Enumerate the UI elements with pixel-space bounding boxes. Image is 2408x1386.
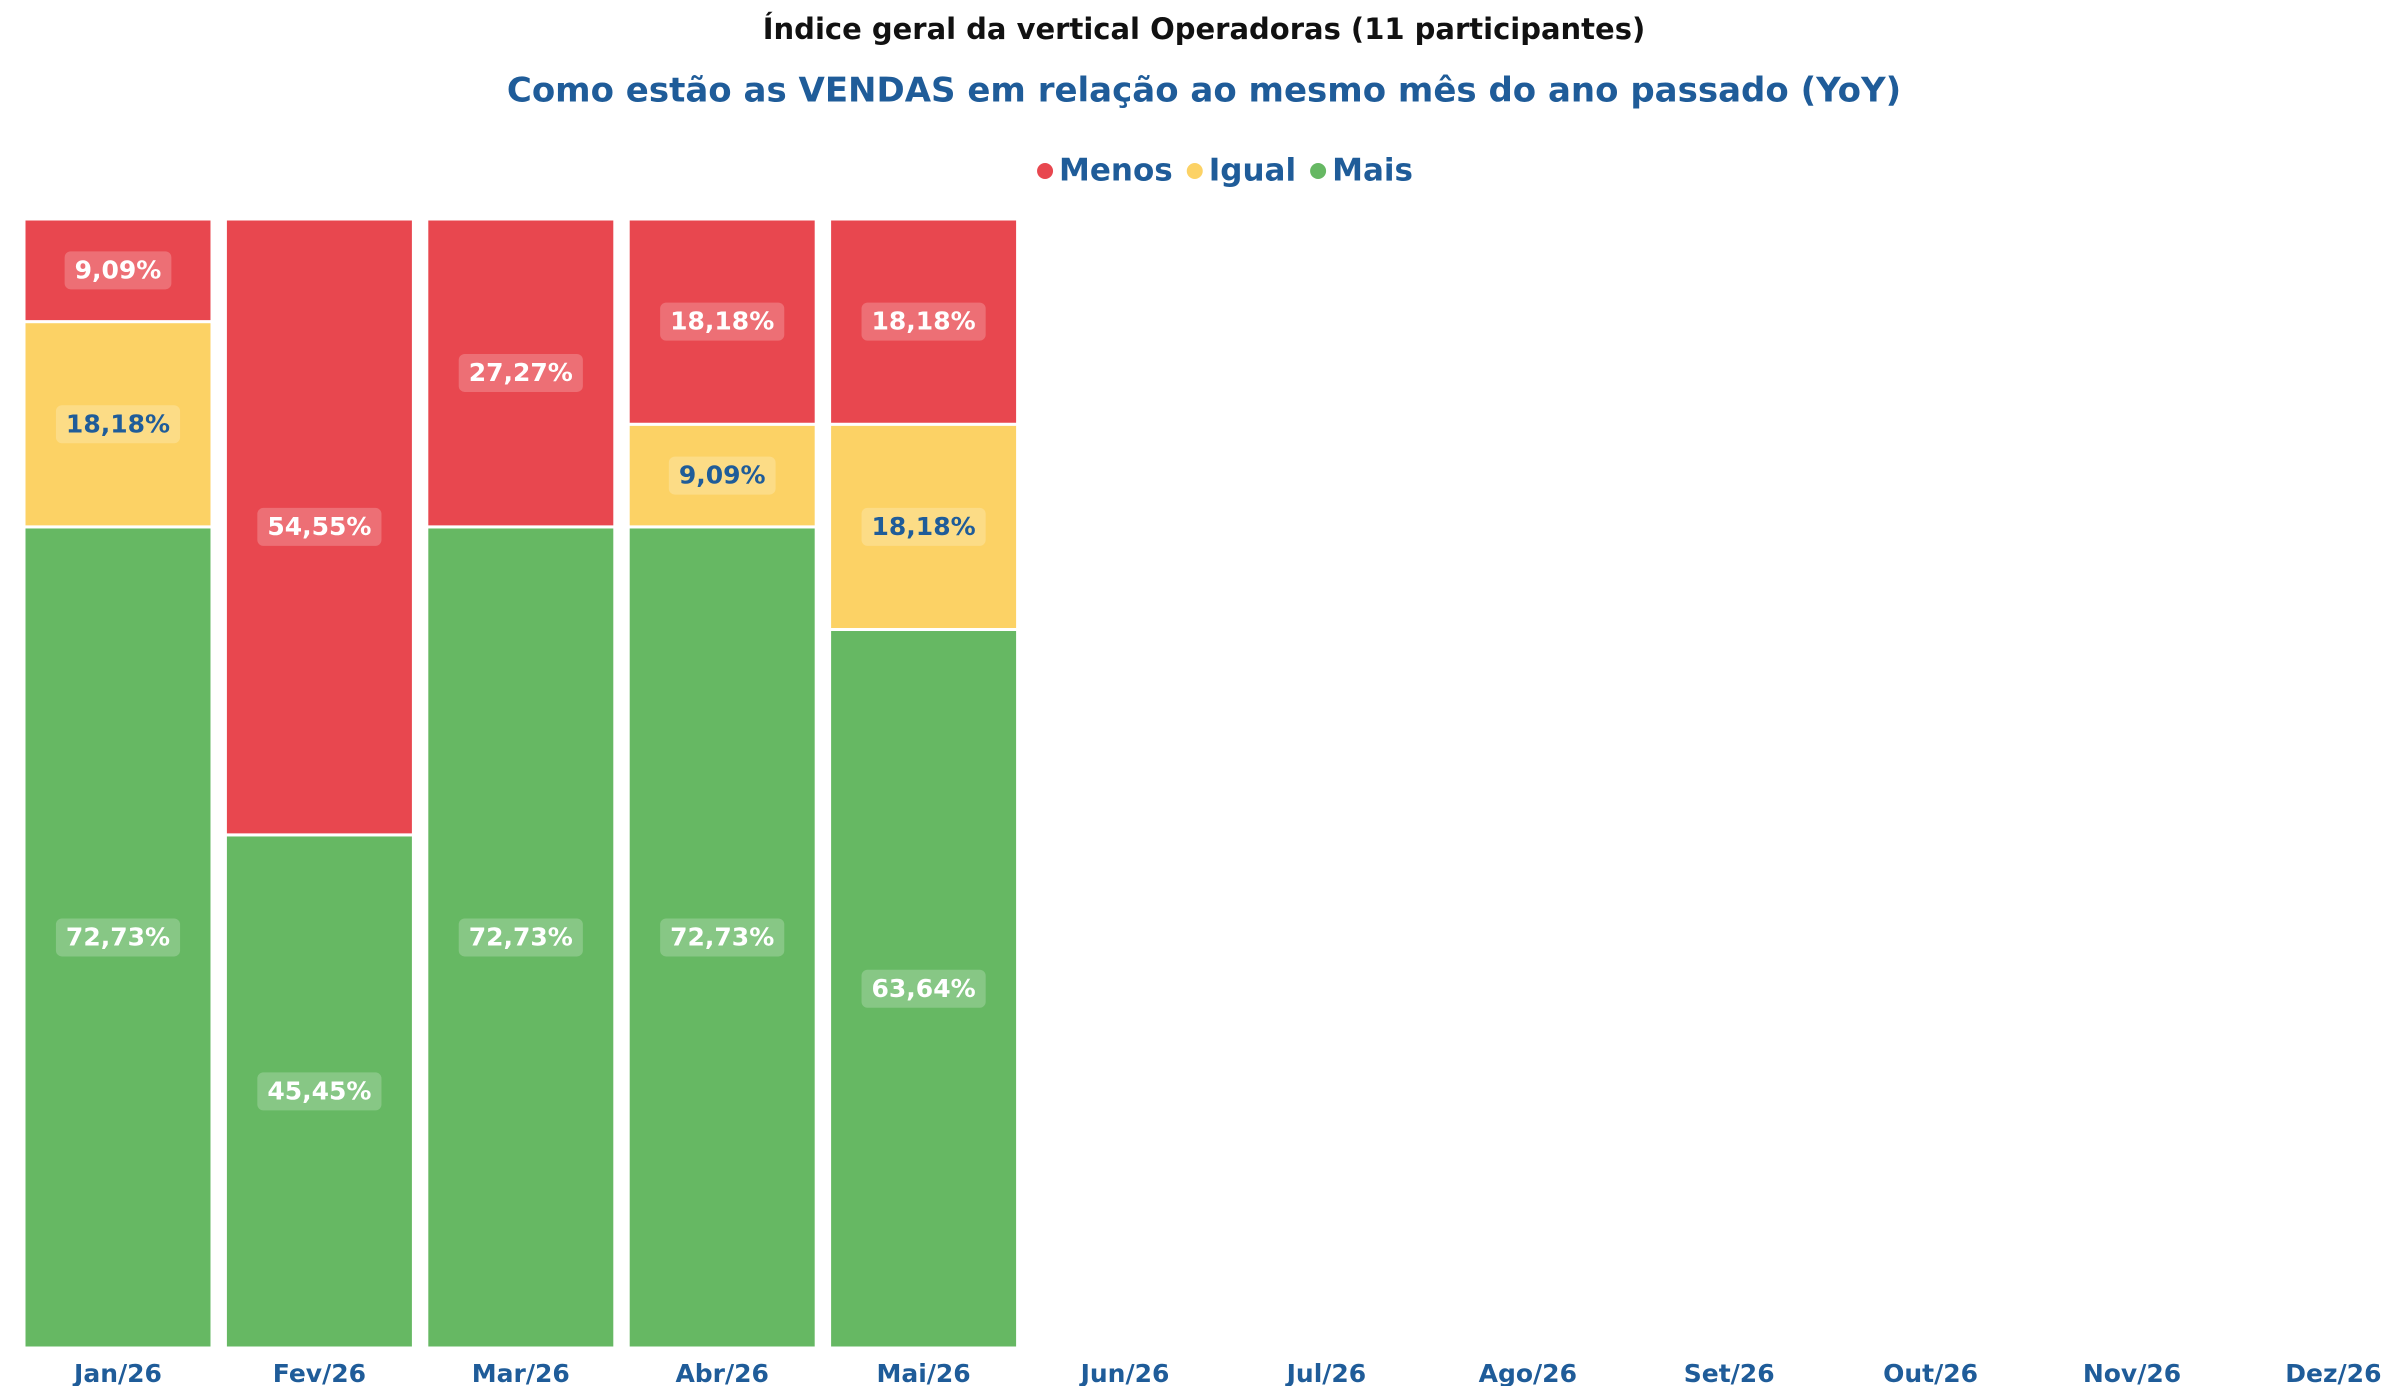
bar-segment bbox=[828, 628, 1020, 1350]
value-label-bg bbox=[861, 507, 986, 546]
bar-segment bbox=[626, 422, 818, 529]
value-label: 18,18% bbox=[66, 409, 170, 438]
legend-label: Mais bbox=[1332, 153, 1413, 189]
value-label-bg bbox=[55, 918, 181, 957]
bar-segment bbox=[626, 217, 818, 426]
x-tick-label: Ago/26 bbox=[1479, 1359, 1577, 1386]
value-label: 9,09% bbox=[679, 461, 766, 490]
x-tick-label: Jan/26 bbox=[72, 1359, 162, 1386]
value-label-bg bbox=[458, 353, 583, 392]
bar-segment bbox=[22, 525, 214, 1350]
value-label-bg bbox=[668, 456, 776, 495]
x-tick-label: Nov/26 bbox=[2083, 1359, 2181, 1386]
value-label: 27,27% bbox=[469, 358, 573, 387]
legend-label: Menos bbox=[1059, 153, 1173, 189]
value-label: 9,09% bbox=[75, 255, 162, 284]
bar-segment bbox=[22, 217, 214, 324]
chart-subtitle: Como estão as VENDAS em relação ao mesmo… bbox=[507, 71, 1901, 111]
x-tick-label: Fev/26 bbox=[273, 1359, 366, 1386]
value-label-bg bbox=[861, 969, 986, 1008]
value-label-bg bbox=[64, 251, 172, 290]
bar-segment bbox=[828, 217, 1020, 426]
x-tick-label: Mai/26 bbox=[876, 1359, 970, 1386]
value-label: 45,45% bbox=[267, 1076, 371, 1105]
legend: Menos Igual Mais bbox=[1037, 153, 1413, 189]
chart-title: Índice geral da vertical Operadoras (11 … bbox=[763, 12, 1645, 46]
x-tick-label: Jul/26 bbox=[1285, 1359, 1367, 1386]
value-label: 18,18% bbox=[872, 307, 976, 336]
value-label-bg bbox=[660, 918, 785, 957]
value-label: 18,18% bbox=[872, 512, 976, 541]
bar-segment bbox=[223, 217, 415, 837]
bar-segment bbox=[425, 217, 617, 529]
value-label-bg bbox=[660, 302, 785, 341]
legend-marker bbox=[1310, 163, 1327, 179]
value-label-bg bbox=[257, 1072, 382, 1111]
x-tick-label: Jun/26 bbox=[1079, 1359, 1170, 1386]
value-label-bg bbox=[257, 507, 382, 546]
legend-marker bbox=[1186, 163, 1203, 179]
bar-segment bbox=[22, 320, 214, 529]
bar-segment bbox=[425, 525, 617, 1350]
value-label-bg bbox=[861, 302, 986, 341]
x-tick-label: Mar/26 bbox=[472, 1359, 570, 1386]
bar-segment bbox=[828, 422, 1020, 632]
value-label: 54,55% bbox=[267, 512, 371, 541]
bar-segment bbox=[626, 525, 818, 1350]
value-label: 18,18% bbox=[670, 307, 774, 336]
x-tick-label: Out/26 bbox=[1883, 1359, 1978, 1386]
x-tick-label: Abr/26 bbox=[675, 1359, 769, 1386]
value-label-bg bbox=[55, 405, 181, 444]
value-label: 63,64% bbox=[872, 974, 976, 1003]
x-tick-label: Set/26 bbox=[1684, 1359, 1775, 1386]
legend-label: Igual bbox=[1209, 153, 1296, 189]
legend-marker bbox=[1037, 163, 1054, 179]
value-label-bg bbox=[458, 918, 583, 957]
value-label: 72,73% bbox=[670, 922, 774, 951]
value-label: 72,73% bbox=[469, 922, 573, 951]
value-label: 72,73% bbox=[66, 922, 170, 951]
x-tick-label: Dez/26 bbox=[2285, 1359, 2381, 1386]
